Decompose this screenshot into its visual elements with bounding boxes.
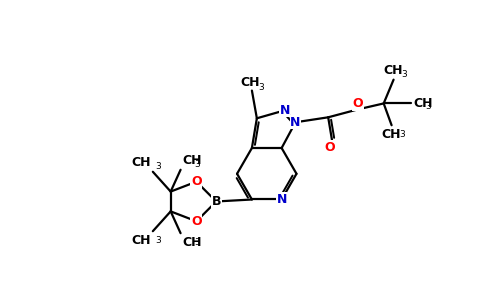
Text: 3: 3 [400,130,406,139]
Text: 3: 3 [258,82,264,91]
Text: N: N [276,193,287,206]
Text: CH: CH [384,64,403,77]
Text: 3: 3 [425,102,431,111]
Text: 3: 3 [195,160,200,169]
Text: 3: 3 [155,236,161,245]
Text: 3: 3 [402,70,408,79]
Text: O: O [325,140,335,154]
Text: CH: CH [182,236,202,249]
Text: O: O [191,215,202,228]
Text: B: B [212,195,221,208]
Text: CH: CH [413,97,433,110]
Text: CH: CH [382,128,401,141]
Text: 3: 3 [155,162,161,171]
Text: O: O [191,175,202,188]
Text: CH: CH [182,154,202,167]
Text: O: O [353,97,363,110]
Text: 3: 3 [195,238,200,247]
Text: N: N [290,116,301,129]
Text: CH: CH [240,76,260,88]
Text: N: N [279,104,290,117]
Text: CH: CH [131,156,151,169]
Text: CH: CH [131,234,151,247]
